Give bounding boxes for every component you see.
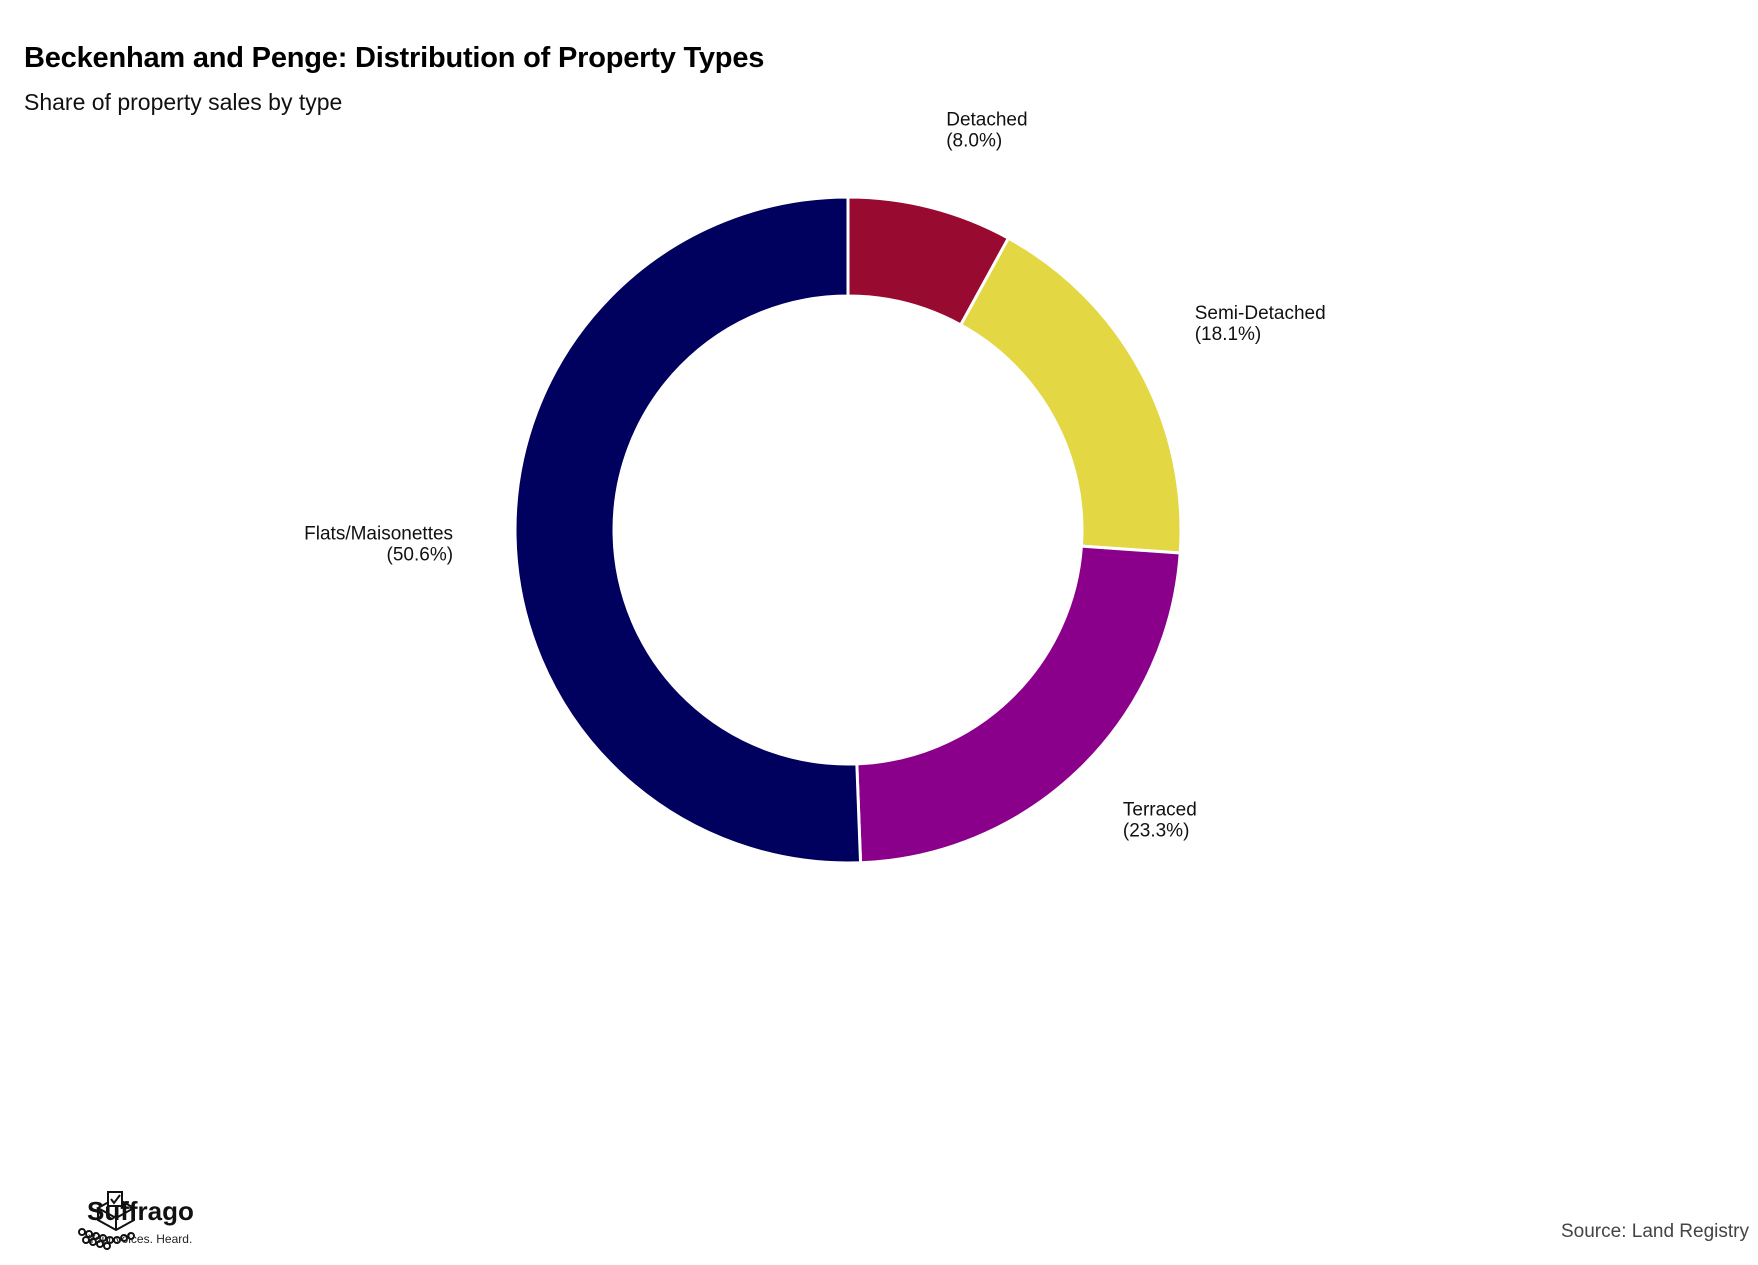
slice-value-label: (18.1%) — [1195, 324, 1262, 345]
brand-tagline: Your voices. Heard. — [88, 1232, 193, 1246]
slice-name-label: Flats/Maisonettes — [304, 523, 453, 544]
slice-value-label: (8.0%) — [946, 130, 1002, 151]
chart-title: Beckenham and Penge: Distribution of Pro… — [24, 42, 765, 74]
slice-semi-detached — [958, 236, 1183, 555]
slice-value-label: (23.3%) — [1123, 821, 1190, 842]
source-note: Source: Land Registry — [1561, 1221, 1749, 1242]
slice-name-label: Terraced — [1123, 800, 1197, 821]
slice-flats-maisonettes — [513, 195, 863, 865]
slice-value-label: (50.6%) — [387, 544, 454, 565]
chart-subtitle: Share of property sales by type — [24, 89, 343, 115]
ballot-box-logo-icon — [78, 1191, 137, 1250]
slice-terraced — [855, 544, 1182, 865]
brand-name: Suffrago — [87, 1196, 194, 1226]
slice-name-label: Semi-Detached — [1195, 303, 1326, 324]
slice-name-label: Detached — [946, 109, 1027, 130]
